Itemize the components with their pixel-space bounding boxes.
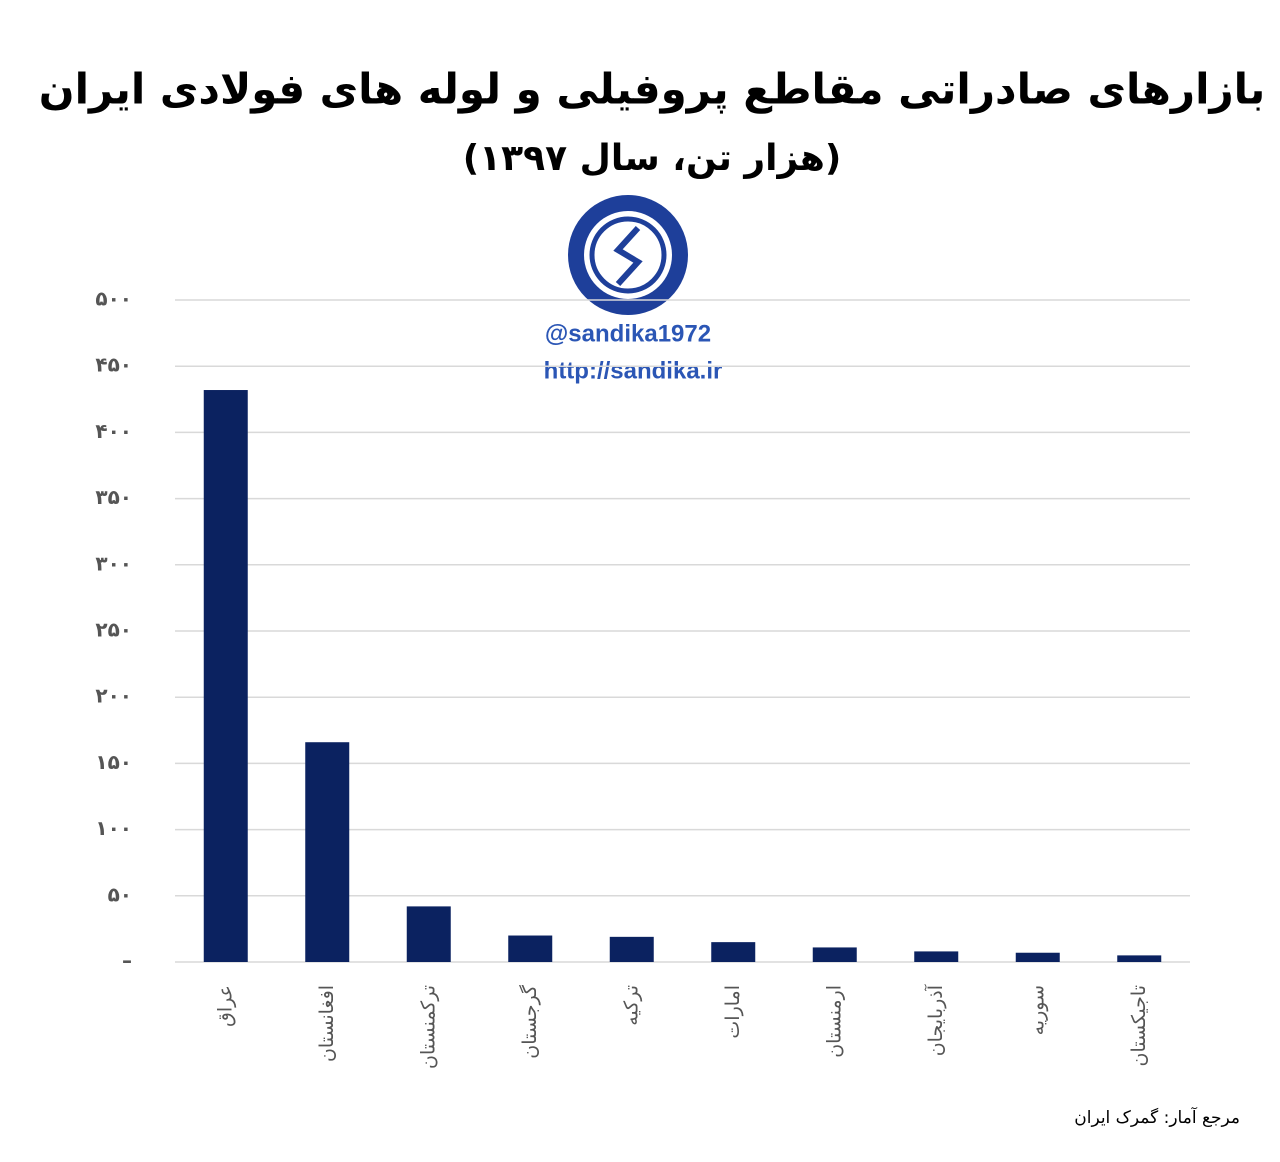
chart-subtitle: (هزار تن، سال ۱۳۹۷) (463, 138, 842, 179)
source-note: مرجع آمار: گمرک ایران (1074, 1106, 1240, 1128)
x-tick-label: سوریه (1026, 985, 1048, 1035)
y-tick-label: ۴۰۰ (95, 419, 132, 443)
bar (203, 390, 248, 963)
bar (508, 935, 553, 962)
watermark-url: http://sandika.ir (544, 357, 723, 384)
bar (1117, 955, 1162, 962)
x-tick-label: گرجستان (518, 984, 541, 1059)
bar (914, 951, 959, 962)
y-tick-label: ۱۵۰ (95, 750, 132, 774)
x-tick-label: افغانستان (316, 985, 338, 1062)
logo-s (613, 225, 643, 287)
y-tick-label: ۳۵۰ (95, 485, 132, 509)
y-tick-label: ۵۰۰ (95, 287, 132, 311)
x-tick-label: آذربایجان (923, 984, 947, 1056)
y-tick-label: ۱۰۰ (95, 816, 132, 840)
x-tick-label: تاجیکستان (1128, 985, 1150, 1066)
y-tick-label: ۳۰۰ (95, 551, 132, 575)
x-tick-label: امارات (722, 985, 744, 1039)
watermark-handle: @sandika1972 (545, 320, 711, 347)
x-tick-label: ترکیه (620, 985, 642, 1026)
y-tick-label: – (122, 949, 132, 973)
y-tick-label: ۵۰ (108, 882, 132, 906)
bar (305, 742, 350, 962)
y-tick-label: ۴۵۰ (95, 353, 132, 377)
bar (812, 947, 857, 962)
bar (711, 942, 756, 962)
x-tick-label: ارمنستان (823, 985, 845, 1058)
bar (609, 936, 654, 962)
logo (568, 195, 688, 315)
x-tick-label: عراق (214, 985, 236, 1027)
logo-ring (589, 216, 667, 294)
y-tick-label: ۲۵۰ (95, 618, 132, 642)
bar (406, 906, 451, 962)
chart-title: بازارهای صادراتی مقاطع پروفیلی و لوله ها… (39, 65, 1265, 115)
x-tick-label: ترکمنستان (417, 985, 439, 1069)
bar (1015, 952, 1060, 962)
y-tick-label: ۲۰۰ (95, 684, 132, 708)
